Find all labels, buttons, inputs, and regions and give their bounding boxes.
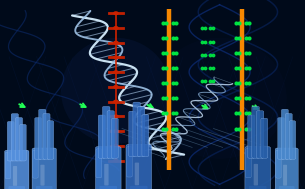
Circle shape: [114, 86, 118, 88]
FancyBboxPatch shape: [245, 146, 271, 189]
FancyBboxPatch shape: [96, 149, 102, 178]
FancyBboxPatch shape: [5, 150, 29, 189]
FancyBboxPatch shape: [130, 186, 148, 189]
FancyBboxPatch shape: [16, 117, 23, 161]
FancyBboxPatch shape: [35, 118, 41, 159]
FancyBboxPatch shape: [99, 186, 117, 189]
FancyBboxPatch shape: [275, 148, 298, 189]
FancyBboxPatch shape: [254, 164, 258, 185]
FancyBboxPatch shape: [142, 115, 149, 156]
FancyBboxPatch shape: [279, 186, 295, 189]
FancyBboxPatch shape: [278, 118, 284, 159]
Circle shape: [114, 115, 118, 118]
Circle shape: [114, 56, 118, 59]
FancyBboxPatch shape: [11, 114, 19, 161]
Circle shape: [114, 130, 118, 132]
FancyBboxPatch shape: [13, 166, 17, 186]
FancyBboxPatch shape: [246, 149, 251, 178]
Circle shape: [114, 12, 118, 15]
FancyBboxPatch shape: [43, 113, 50, 159]
Circle shape: [114, 145, 118, 147]
FancyBboxPatch shape: [95, 146, 121, 189]
FancyBboxPatch shape: [9, 186, 25, 189]
FancyBboxPatch shape: [33, 150, 38, 178]
FancyBboxPatch shape: [276, 150, 281, 178]
FancyBboxPatch shape: [39, 109, 46, 159]
FancyBboxPatch shape: [252, 106, 260, 158]
Ellipse shape: [152, 38, 287, 159]
FancyBboxPatch shape: [32, 148, 56, 189]
FancyBboxPatch shape: [107, 111, 114, 158]
FancyBboxPatch shape: [281, 109, 289, 159]
FancyBboxPatch shape: [289, 121, 296, 159]
Circle shape: [114, 159, 118, 162]
Circle shape: [114, 100, 118, 103]
FancyBboxPatch shape: [127, 147, 132, 177]
Ellipse shape: [61, 38, 171, 144]
Circle shape: [114, 41, 118, 44]
FancyBboxPatch shape: [111, 118, 118, 158]
FancyBboxPatch shape: [20, 124, 26, 161]
FancyBboxPatch shape: [261, 118, 268, 158]
FancyBboxPatch shape: [283, 165, 287, 186]
FancyBboxPatch shape: [98, 115, 105, 158]
FancyBboxPatch shape: [47, 121, 54, 159]
FancyBboxPatch shape: [7, 121, 14, 161]
FancyBboxPatch shape: [40, 165, 45, 186]
FancyBboxPatch shape: [102, 106, 110, 158]
FancyBboxPatch shape: [248, 115, 255, 158]
FancyBboxPatch shape: [138, 107, 145, 156]
FancyBboxPatch shape: [104, 164, 109, 185]
FancyBboxPatch shape: [36, 186, 52, 189]
Circle shape: [114, 27, 118, 29]
Circle shape: [114, 71, 118, 74]
FancyBboxPatch shape: [129, 111, 136, 156]
FancyBboxPatch shape: [133, 102, 141, 156]
FancyBboxPatch shape: [249, 186, 267, 189]
FancyBboxPatch shape: [257, 111, 264, 158]
FancyBboxPatch shape: [285, 113, 292, 159]
FancyBboxPatch shape: [126, 144, 152, 189]
FancyBboxPatch shape: [135, 163, 139, 185]
FancyBboxPatch shape: [5, 152, 11, 179]
